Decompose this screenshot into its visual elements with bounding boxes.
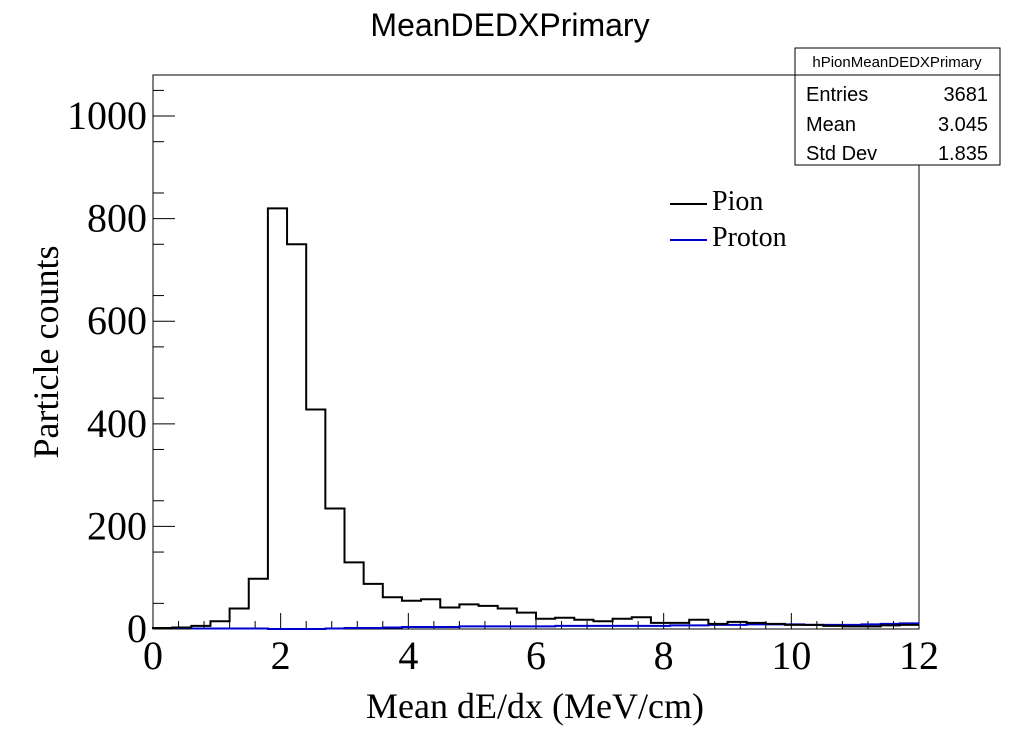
- x-tick-label: 12: [899, 633, 939, 678]
- y-tick-label: 1000: [67, 93, 147, 138]
- legend-label-proton: Proton: [712, 222, 787, 253]
- x-tick-label: 2: [271, 633, 291, 678]
- x-axis-ticks: 0 2 4 6 8 10 12: [143, 613, 939, 678]
- y-tick-label: 200: [87, 503, 147, 548]
- x-tick-label: 8: [654, 633, 674, 678]
- chart-title: MeanDEDXPrimary: [370, 7, 649, 43]
- stats-mean-label: Mean: [806, 114, 856, 136]
- x-tick-label: 4: [398, 633, 418, 678]
- x-axis-label: Mean dE/dx (MeV/cm): [366, 686, 704, 726]
- y-axis-label: Particle counts: [26, 246, 66, 459]
- y-axis-ticks: 0 200 400 600 800 1000: [67, 89, 175, 651]
- series-line-pion: [152, 207, 919, 629]
- x-tick-label: 0: [143, 633, 163, 678]
- y-tick-label: 400: [87, 401, 147, 446]
- stats-box: hPionMeanDEDXPrimary Entries 3681 Mean 3…: [794, 47, 1001, 166]
- stats-entries-value: 3681: [944, 84, 989, 106]
- stats-histogram-name: hPionMeanDEDXPrimary: [812, 54, 982, 71]
- x-tick-label: 6: [526, 633, 546, 678]
- legend: Pion Proton: [670, 186, 787, 253]
- y-tick-label: 800: [87, 196, 147, 241]
- stats-stddev-label: Std Dev: [806, 143, 877, 165]
- stats-stddev-value: 1.835: [938, 143, 988, 165]
- y-tick-label: 600: [87, 298, 147, 343]
- stats-entries-label: Entries: [806, 84, 868, 106]
- x-tick-label: 10: [771, 633, 811, 678]
- legend-label-pion: Pion: [712, 186, 763, 217]
- series-layer: [152, 207, 919, 630]
- stats-box-frame: [794, 47, 1001, 166]
- y-tick-label: 0: [127, 606, 147, 651]
- stats-mean-value: 3.045: [938, 114, 988, 136]
